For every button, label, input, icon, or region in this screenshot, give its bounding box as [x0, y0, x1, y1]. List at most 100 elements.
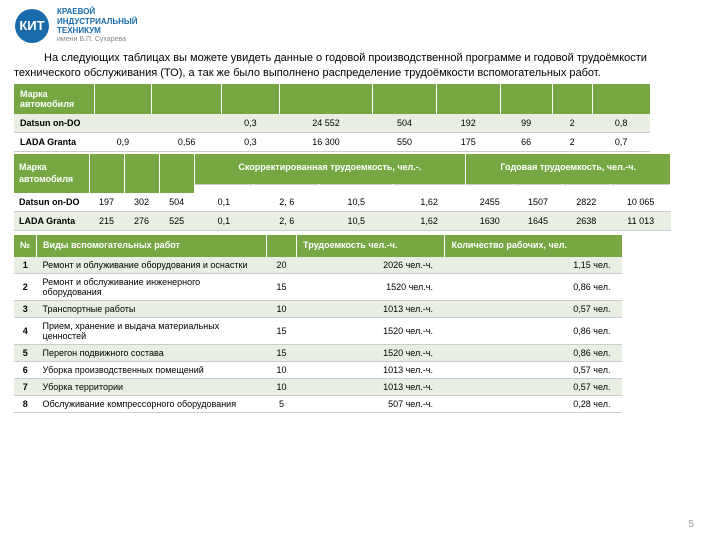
t2h-2: [124, 154, 159, 193]
logo-line2: ИНДУСТРИАЛЬНЫЙ: [57, 17, 137, 27]
table-cell: Транспортные работы: [37, 300, 267, 317]
table-cell: LADA Granta: [14, 132, 94, 151]
page-number: 5: [688, 519, 694, 530]
t2sh1: [194, 185, 254, 193]
table-row: LADA Granta0,90,560,316 3005501756620,7: [14, 132, 650, 151]
table-cell: 20: [267, 257, 297, 274]
table-cell: 0,57 чел.: [445, 361, 623, 378]
table-cell: 0,86 чел.: [445, 344, 623, 361]
t1-h4: [279, 84, 372, 114]
t1-h6: [436, 84, 500, 114]
logo-sub: имени В.П. Сухарева: [57, 36, 137, 44]
t2sh6: [514, 185, 562, 193]
table-cell: 175: [436, 132, 500, 151]
table-cell: 15: [267, 273, 297, 300]
aux-works-table: № Виды вспомогательных работ Трудоемкост…: [14, 235, 623, 413]
table-cell: [152, 114, 222, 133]
table-cell: [94, 114, 152, 133]
table-cell: 5: [14, 344, 37, 361]
table-row: Datsun on-DO1973025040,12, 610,51,622455…: [14, 193, 671, 212]
table-cell: 0,86 чел.: [445, 273, 623, 300]
table-cell: Обслуживание компрессорного оборудования: [37, 395, 267, 412]
table-cell: 0,9: [94, 132, 152, 151]
table-cell: 2: [552, 132, 592, 151]
logo-line3: ТЕХНИКУМ: [57, 26, 137, 36]
t1-h3: [222, 84, 280, 114]
table-cell: 197: [89, 193, 124, 212]
t2sh7: [562, 185, 610, 193]
logo-line1: КРАЕВОЙ: [57, 7, 137, 17]
table-row: 2Ремонт и обслуживание инженерного обору…: [14, 273, 622, 300]
table-cell: 2, 6: [254, 193, 320, 212]
table-cell: 2026 чел.-ч.: [297, 257, 445, 274]
table-cell: Ремонт и облуживание оборудования и осна…: [37, 257, 267, 274]
t1-h9: [592, 84, 650, 114]
table-cell: 66: [500, 132, 552, 151]
t3-h0: №: [14, 235, 37, 257]
table-row: 8Обслуживание компрессорного оборудовани…: [14, 395, 622, 412]
t3-h4: Количество рабочих, чел.: [445, 235, 623, 257]
table-cell: 24 552: [279, 114, 372, 133]
table-cell: Datsun on-DO: [14, 193, 89, 212]
table-cell: Datsun on-DO: [14, 114, 94, 133]
t2h-1: [89, 154, 124, 193]
t2sh2: [254, 185, 320, 193]
table-cell: 1507: [514, 193, 562, 212]
table-cell: 10 065: [610, 193, 670, 212]
table-cell: 2455: [466, 193, 514, 212]
t1-h7: [500, 84, 552, 114]
table-cell: 10: [267, 361, 297, 378]
t2sh5: [466, 185, 514, 193]
table-cell: 1645: [514, 211, 562, 230]
table-cell: 2: [552, 114, 592, 133]
table-cell: 1013 чел.-ч.: [297, 378, 445, 395]
table-cell: 504: [373, 114, 437, 133]
table-cell: 302: [124, 193, 159, 212]
table-cell: 525: [159, 211, 194, 230]
t3-h3: Трудоемкость чел.-ч.: [297, 235, 445, 257]
table-row: Datsun on-DO0,324 5525041929920,8: [14, 114, 650, 133]
program-table: Марка автомобиля Datsun on-DO 0,324 55250…: [14, 84, 651, 152]
logo-circle: КИТ: [15, 9, 49, 43]
t2h-3: [159, 154, 194, 193]
logo-text: КРАЕВОЙ ИНДУСТРИАЛЬНЫЙ ТЕХНИКУМ имени В.…: [57, 7, 137, 44]
table-cell: 5: [267, 395, 297, 412]
table-row: 1Ремонт и облуживание оборудования и осн…: [14, 257, 622, 274]
table-cell: 1,62: [393, 211, 466, 230]
table-cell: 99: [500, 114, 552, 133]
table-cell: 3: [14, 300, 37, 317]
table-cell: 2, 6: [254, 211, 320, 230]
table-cell: 6: [14, 361, 37, 378]
table-row: 6Уборка производственных помещений101013…: [14, 361, 622, 378]
table-cell: 276: [124, 211, 159, 230]
table-cell: 10: [267, 300, 297, 317]
table-cell: 10,5: [320, 211, 393, 230]
table-cell: LADA Granta: [14, 211, 89, 230]
table-row: 5Перегон подвижного состава151520 чел.-ч…: [14, 344, 622, 361]
table-cell: 507 чел.-ч.: [297, 395, 445, 412]
t2sh4: [393, 185, 466, 193]
table-cell: 7: [14, 378, 37, 395]
table-cell: 1013 чел.-ч.: [297, 361, 445, 378]
table-cell: 215: [89, 211, 124, 230]
table-cell: 0,3: [222, 132, 280, 151]
table-cell: 8: [14, 395, 37, 412]
table-cell: Перегон подвижного состава: [37, 344, 267, 361]
logo-block: КИТ КРАЕВОЙ ИНДУСТРИАЛЬНЫЙ ТЕХНИКУМ имен…: [15, 7, 137, 44]
content-area: На следующих таблицах вы можете увидеть …: [14, 51, 706, 413]
table-cell: 15: [267, 317, 297, 344]
table-cell: Уборка производственных помещений: [37, 361, 267, 378]
table-cell: 0,56: [152, 132, 222, 151]
t3-h2: [267, 235, 297, 257]
table-cell: 0,57 чел.: [445, 300, 623, 317]
table-cell: 0,1: [194, 193, 254, 212]
table-cell: 504: [159, 193, 194, 212]
table-cell: 1013 чел.-ч.: [297, 300, 445, 317]
table-cell: 1,62: [393, 193, 466, 212]
table-cell: 10,5: [320, 193, 393, 212]
table-cell: 15: [267, 344, 297, 361]
intro-paragraph: На следующих таблицах вы можете увидеть …: [14, 51, 706, 81]
t1-h1: [94, 84, 152, 114]
t1-h0: Марка автомобиля: [14, 84, 94, 114]
table-cell: 0,7: [592, 132, 650, 151]
